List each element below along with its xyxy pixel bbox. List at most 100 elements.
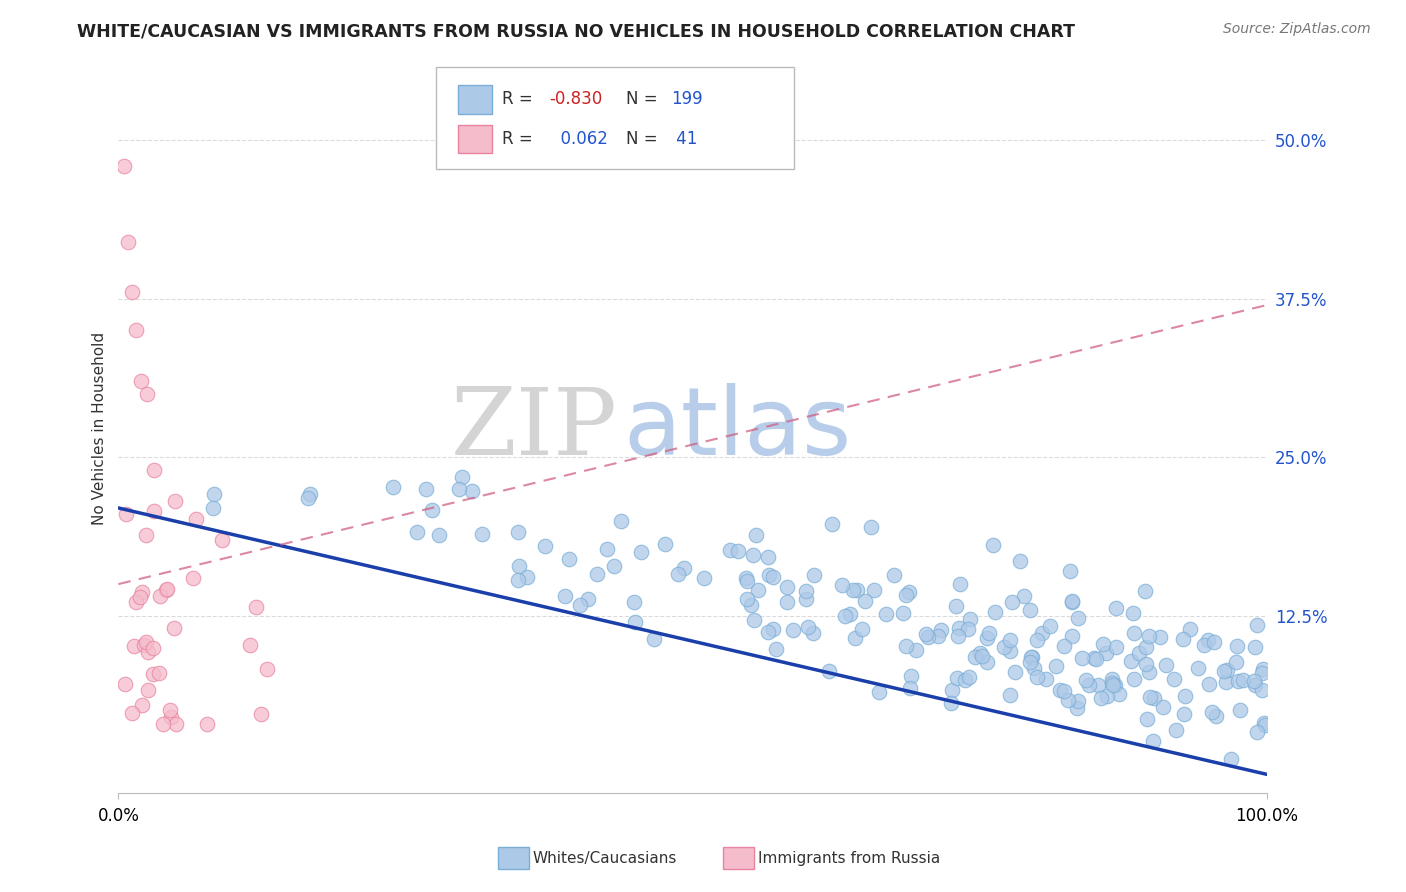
Point <box>868 685 890 699</box>
Point <box>1122 606 1144 620</box>
Point <box>202 487 225 501</box>
Point <box>875 607 897 622</box>
Point <box>894 639 917 653</box>
Point <box>136 645 159 659</box>
Point <box>976 631 998 645</box>
Point <box>998 644 1021 658</box>
Point <box>406 524 429 539</box>
Point <box>965 649 987 664</box>
Point <box>1149 631 1171 645</box>
Point <box>1204 635 1226 649</box>
Point <box>461 483 484 498</box>
Point <box>998 688 1021 702</box>
Point <box>1101 678 1123 692</box>
Text: ZIP: ZIP <box>451 384 619 474</box>
Point <box>1084 652 1107 666</box>
Point <box>1187 661 1209 675</box>
Point <box>1001 595 1024 609</box>
Point <box>831 578 853 592</box>
Point <box>124 323 146 337</box>
Point <box>1074 673 1097 687</box>
Point <box>643 632 665 647</box>
Point <box>845 582 868 597</box>
Point <box>803 626 825 640</box>
Point <box>1039 619 1062 633</box>
Point <box>163 494 186 508</box>
Point <box>1246 725 1268 739</box>
Point <box>1067 611 1090 625</box>
Text: N =: N = <box>626 130 657 148</box>
Point <box>1229 703 1251 717</box>
Point <box>569 599 592 613</box>
Point <box>1101 672 1123 686</box>
Point <box>1014 589 1036 603</box>
Point <box>1154 658 1177 673</box>
Point <box>1066 701 1088 715</box>
Point <box>121 706 143 720</box>
Point <box>1105 640 1128 655</box>
Point <box>184 511 207 525</box>
Point <box>298 487 321 501</box>
Point <box>1251 662 1274 676</box>
Point <box>117 235 139 249</box>
Point <box>586 567 609 582</box>
Point <box>782 623 804 637</box>
Point <box>1077 678 1099 692</box>
Point <box>905 643 928 657</box>
Point <box>939 696 962 710</box>
Y-axis label: No Vehicles in Household: No Vehicles in Household <box>93 332 107 525</box>
Point <box>855 594 877 608</box>
Point <box>624 615 647 630</box>
Point <box>969 646 991 660</box>
Point <box>981 538 1004 552</box>
Point <box>1059 565 1081 579</box>
Point <box>1108 687 1130 701</box>
Point <box>1254 718 1277 732</box>
Point <box>1225 655 1247 669</box>
Point <box>427 527 450 541</box>
Point <box>672 561 695 575</box>
Point <box>142 504 165 518</box>
Point <box>851 622 873 636</box>
Point <box>1000 632 1022 647</box>
Point <box>803 567 825 582</box>
Point <box>1010 554 1032 568</box>
Point <box>1226 673 1249 688</box>
Point <box>128 591 150 605</box>
Text: WHITE/CAUCASIAN VS IMMIGRANTS FROM RUSSIA NO VEHICLES IN HOUSEHOLD CORRELATION C: WHITE/CAUCASIAN VS IMMIGRANTS FROM RUSSI… <box>77 22 1076 40</box>
Point <box>838 607 860 622</box>
Point <box>1136 712 1159 726</box>
Point <box>610 514 633 528</box>
Point <box>720 542 742 557</box>
Point <box>1216 663 1239 677</box>
Point <box>256 662 278 676</box>
Point <box>1095 646 1118 660</box>
Point <box>1137 630 1160 644</box>
Point <box>1137 665 1160 679</box>
Point <box>121 285 143 300</box>
Point <box>1164 723 1187 737</box>
Point <box>737 591 759 606</box>
Point <box>953 673 976 687</box>
Point <box>756 549 779 564</box>
Point <box>471 526 494 541</box>
Point <box>1244 677 1267 691</box>
Point <box>765 642 787 657</box>
Point <box>737 574 759 588</box>
Point <box>1232 673 1254 687</box>
Point <box>114 677 136 691</box>
Point <box>156 582 179 597</box>
Point <box>1026 670 1049 684</box>
Point <box>929 623 952 637</box>
Point <box>1122 625 1144 640</box>
Point <box>1071 651 1094 665</box>
Point <box>148 665 170 680</box>
Point <box>1133 583 1156 598</box>
Point <box>977 625 1000 640</box>
Point <box>948 621 970 635</box>
Point <box>623 595 645 609</box>
Point <box>508 573 530 587</box>
Text: atlas: atlas <box>624 383 852 475</box>
Point <box>1087 678 1109 692</box>
Point <box>245 600 267 615</box>
